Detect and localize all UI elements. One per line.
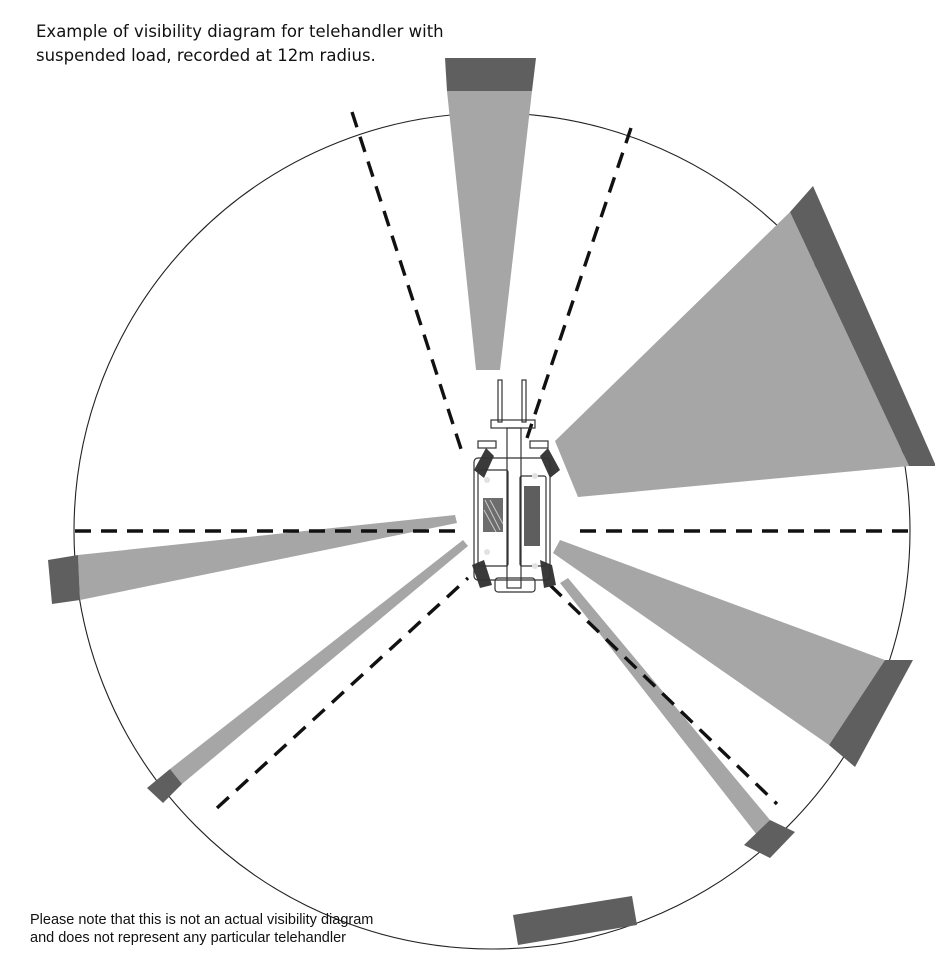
disclaimer-note-line-2: and does not represent any particular te… (30, 930, 346, 946)
sight-line-north-west (350, 111, 464, 453)
telehandler-top-view-icon (472, 379, 560, 593)
band-south (513, 896, 637, 945)
blind-zone-west (78, 515, 457, 600)
blind-zone-southeast (560, 578, 770, 835)
sight-lines (75, 111, 909, 810)
band-north (445, 58, 536, 91)
band-northeast (790, 186, 935, 466)
diagram-title-line-1: Example of visibility diagram for teleha… (36, 22, 444, 41)
band-west (48, 555, 80, 604)
diagram-title-line-2: suspended load, recorded at 12m radius. (36, 46, 376, 65)
blind-zone-wedges (78, 91, 909, 835)
band-southwest (147, 769, 182, 803)
band-east-southeast (829, 660, 913, 767)
blind-zone-north (447, 91, 532, 370)
diagram-title: Example of visibility diagram for teleha… (36, 20, 506, 68)
blind-zone-bands (48, 58, 935, 945)
sight-line-north-east (525, 127, 633, 439)
sight-line-southeast (548, 583, 779, 806)
band-southeast (744, 820, 795, 858)
blind-zone-northeast (555, 212, 909, 497)
disclaimer-note-line-1: Please note that this is not an actual v… (30, 912, 374, 928)
blind-zone-east-southeast (553, 540, 885, 745)
disclaimer-note: Please note that this is not an actual v… (30, 911, 500, 947)
blind-zone-southwest (170, 540, 468, 784)
sight-line-southwest (215, 576, 470, 810)
